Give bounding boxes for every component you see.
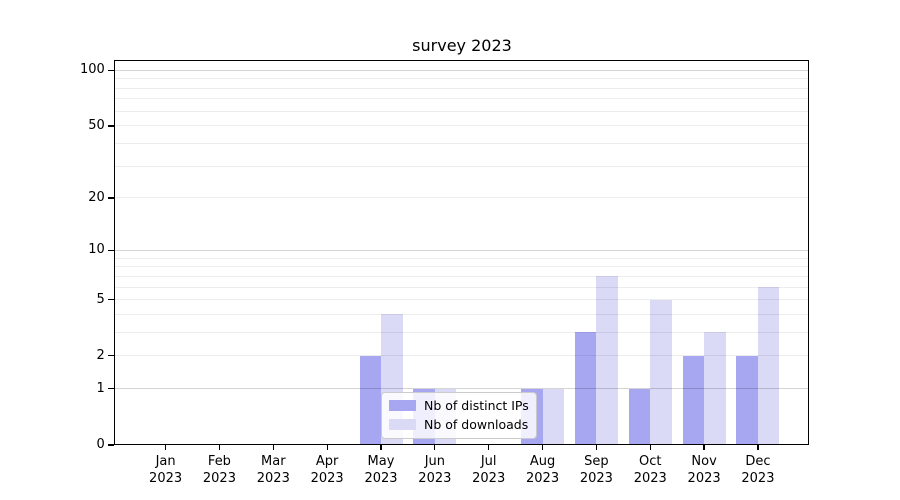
gridline-minor — [114, 165, 809, 167]
x-tick-label: Nov 2023 — [687, 454, 721, 486]
gridline-minor — [114, 98, 809, 100]
gridline-minor — [114, 313, 809, 315]
gridline-minor — [114, 299, 809, 301]
x-tick-label: Apr 2023 — [310, 454, 344, 486]
x-tick — [488, 445, 490, 450]
gridline-minor — [114, 87, 809, 89]
x-tick-label: Dec 2023 — [741, 454, 775, 486]
x-tick — [595, 445, 598, 450]
x-tick — [380, 445, 382, 450]
y-tick — [107, 69, 114, 72]
legend-item-distinct-ips: Nb of distinct IPs — [389, 398, 529, 414]
legend-swatch-downloads-icon — [389, 419, 416, 430]
x-tick — [649, 445, 651, 450]
bar-distinct-ips-sep — [574, 332, 597, 445]
legend: Nb of distinct IPs Nb of downloads — [381, 391, 537, 439]
x-tick — [164, 445, 167, 450]
x-tick-label: May 2023 — [364, 454, 398, 486]
bar-distinct-ips-dec — [736, 355, 758, 445]
y-tick — [107, 197, 114, 199]
x-tick-label: Oct 2023 — [633, 454, 667, 486]
x-tick — [757, 445, 759, 450]
bar-distinct-ips-oct — [628, 388, 651, 445]
y-tick — [107, 355, 114, 357]
x-tick — [703, 445, 705, 450]
gridline-minor — [114, 275, 809, 277]
gridline-minor — [114, 143, 809, 145]
gridline-minor — [114, 257, 809, 259]
y-tick-label: 100 — [79, 62, 105, 78]
y-tick-label: 2 — [96, 347, 105, 363]
gridline-minor — [114, 78, 809, 80]
gridline-minor — [114, 197, 809, 199]
y-tick — [107, 388, 114, 390]
x-tick-label: Jun 2023 — [418, 454, 452, 486]
x-tick-label: Sep 2023 — [579, 454, 613, 486]
y-tick — [107, 298, 114, 301]
bar-downloads-oct — [650, 299, 672, 445]
gridline-major — [114, 69, 809, 71]
x-tick-label: Jul 2023 — [472, 454, 506, 486]
bar-downloads-aug — [542, 388, 565, 445]
x-tick-label: Mar 2023 — [256, 454, 290, 486]
legend-item-downloads: Nb of downloads — [389, 417, 529, 433]
x-tick — [218, 445, 221, 450]
gridline-minor — [114, 331, 809, 333]
bar-downloads-sep — [596, 276, 618, 445]
legend-label-distinct-ips: Nb of distinct IPs — [424, 397, 529, 413]
y-tick-label: 20 — [88, 189, 105, 205]
gridline-minor — [114, 125, 809, 127]
legend-label-downloads: Nb of downloads — [424, 416, 529, 432]
y-tick-label: 5 — [96, 291, 105, 307]
y-tick-label: 1 — [96, 380, 105, 396]
bar-distinct-ips-may — [359, 355, 381, 445]
gridline-major — [114, 388, 809, 390]
y-tick — [107, 249, 114, 251]
y-tick — [107, 444, 114, 446]
gridline-major — [114, 249, 809, 251]
x-tick-label: Jan 2023 — [149, 454, 183, 486]
y-tick-label: 0 — [96, 437, 105, 452]
x-tick — [434, 445, 436, 450]
x-tick-label: Feb 2023 — [202, 454, 236, 486]
x-tick — [272, 445, 274, 450]
bar-distinct-ips-nov — [682, 355, 705, 445]
bar-downloads-dec — [757, 287, 780, 445]
x-tick — [326, 445, 328, 450]
gridline-minor — [114, 286, 809, 288]
x-tick — [541, 445, 544, 450]
chart-title: survey 2023 — [412, 36, 512, 55]
gridline-minor — [114, 355, 809, 357]
gridline-minor — [114, 110, 809, 112]
bar-downloads-nov — [704, 332, 726, 445]
gridline-minor — [114, 266, 809, 268]
x-tick-label: Aug 2023 — [526, 454, 560, 486]
y-tick — [107, 125, 114, 127]
y-tick-label: 50 — [88, 117, 105, 133]
y-tick-label: 10 — [88, 242, 105, 258]
legend-swatch-distinct-ips-icon — [389, 400, 416, 411]
